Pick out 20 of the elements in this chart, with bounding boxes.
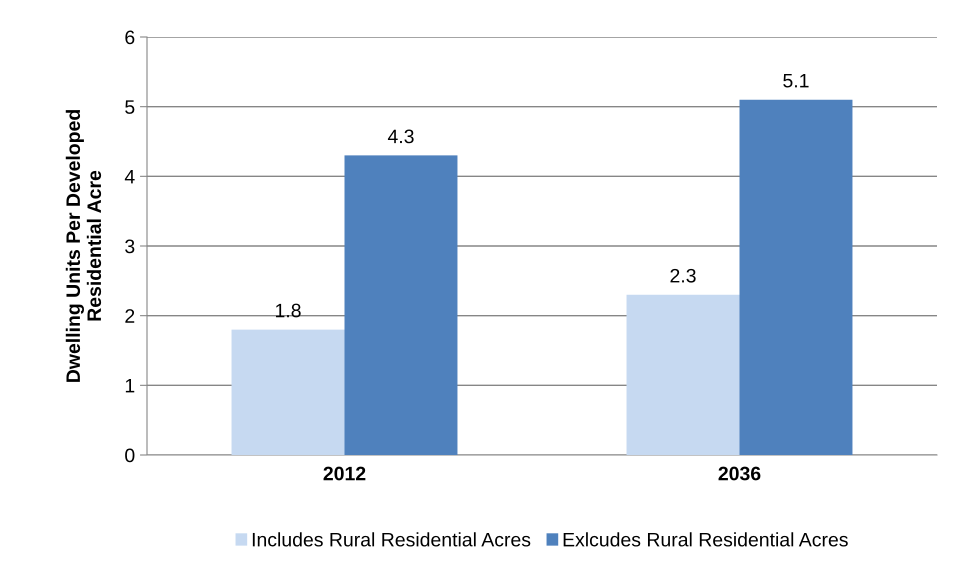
y-tick-label: 1 <box>126 379 134 392</box>
y-tick-label: 0 <box>125 448 134 462</box>
x-tick-label: 2012 <box>324 466 366 480</box>
bar <box>232 330 344 455</box>
bar <box>626 294 740 455</box>
bar <box>344 155 458 455</box>
bar <box>740 100 852 455</box>
data-label: 2.3 <box>670 268 696 283</box>
legend-label: Includes Rural Residential Acres <box>252 532 530 547</box>
x-tick-label: 2036 <box>718 466 760 480</box>
data-label: 4.3 <box>388 129 414 144</box>
y-tick-label: 2 <box>125 309 134 323</box>
y-tick-label: 4 <box>124 170 135 184</box>
legend-label: Exlcudes Rural Residential Acres <box>564 532 848 547</box>
data-label: 1.8 <box>276 304 301 318</box>
y-tick-label: 6 <box>125 30 134 44</box>
y-tick-label: 5 <box>125 100 134 114</box>
data-label: 5.1 <box>783 74 809 88</box>
y-tick-label: 3 <box>125 239 134 254</box>
y-axis-title: Dwelling Units Per Developed Residential Acre <box>66 110 102 382</box>
